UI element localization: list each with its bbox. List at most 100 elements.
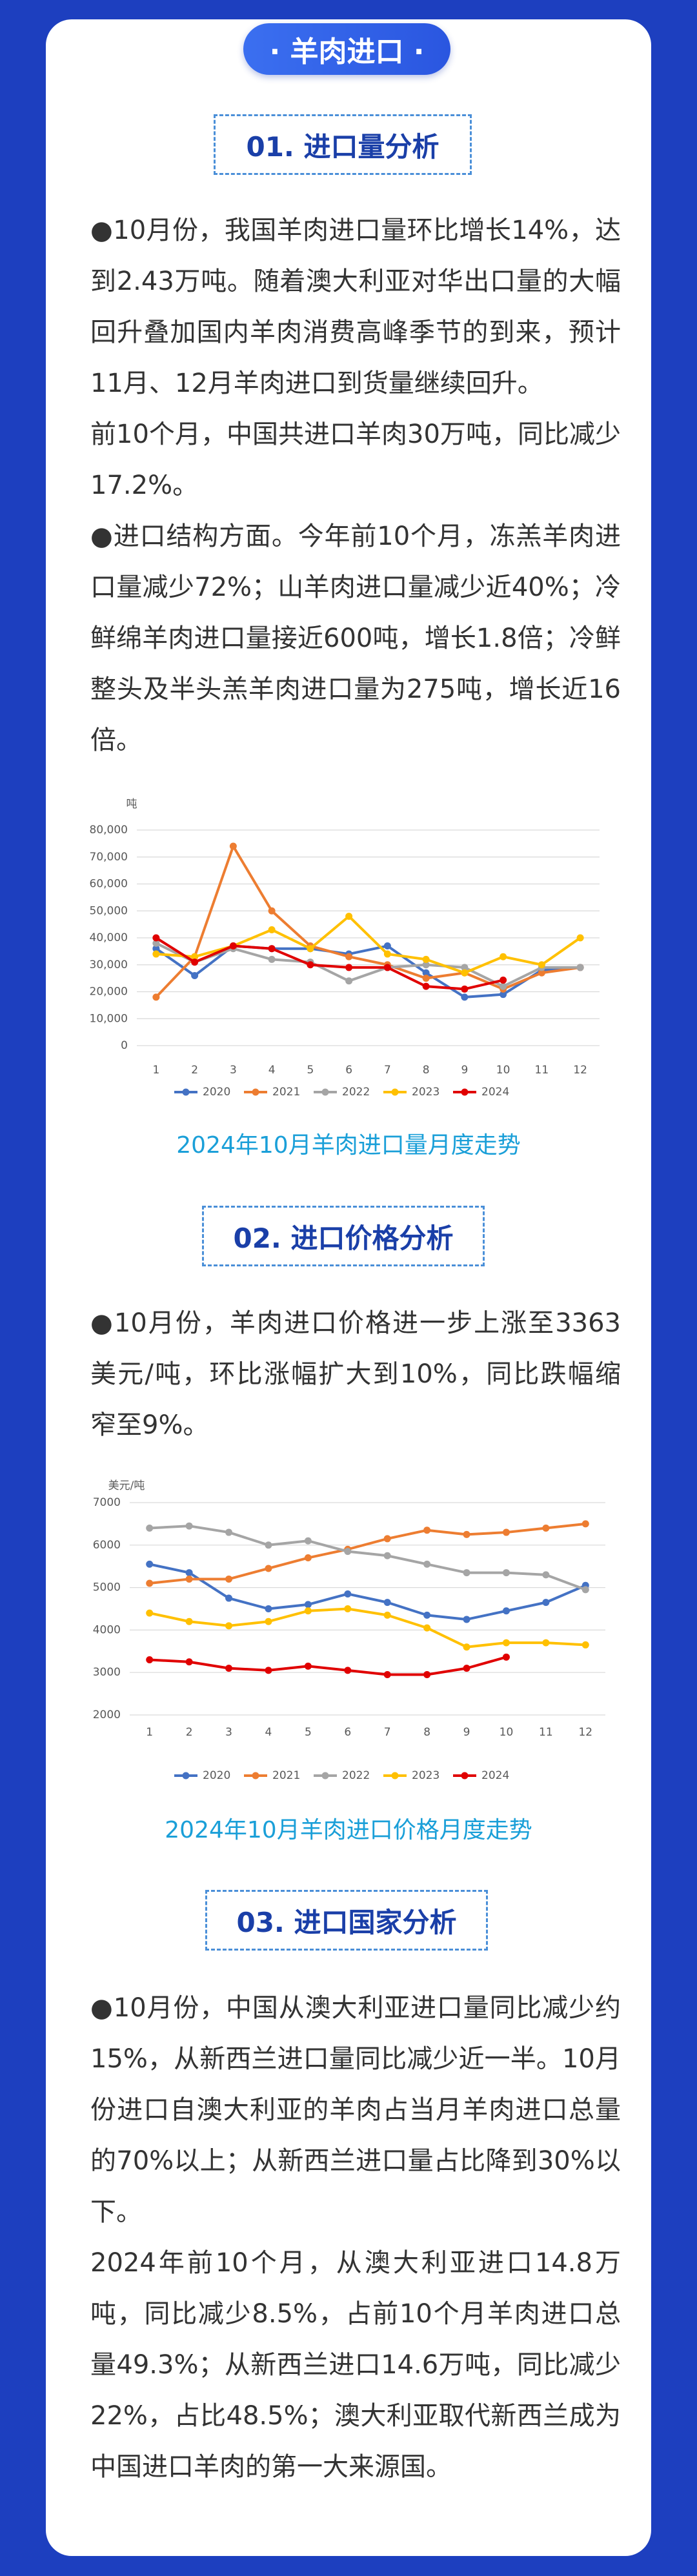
data-point bbox=[265, 1605, 272, 1612]
legend-label: 2022 bbox=[342, 1086, 370, 1099]
series-line bbox=[149, 1607, 586, 1648]
legend-label: 2022 bbox=[342, 1769, 370, 1782]
legend-label: 2021 bbox=[272, 1086, 300, 1099]
x-tick-label: 3 bbox=[225, 1726, 232, 1739]
legend-label: 2020 bbox=[203, 1769, 230, 1782]
data-point bbox=[383, 950, 391, 958]
data-point bbox=[463, 1616, 470, 1623]
x-tick-label: 1 bbox=[152, 1064, 159, 1077]
series-line bbox=[149, 1525, 586, 1591]
x-tick-label: 8 bbox=[423, 1064, 430, 1077]
data-point bbox=[185, 1658, 193, 1666]
data-point bbox=[538, 961, 545, 969]
paragraph: 2024年前10个月，从澳大利亚进口14.8万吨，同比减少8.5%，占前10个月… bbox=[90, 2248, 621, 2482]
data-point bbox=[345, 953, 353, 960]
x-tick-label: 2 bbox=[186, 1726, 193, 1739]
y-tick-label: 20,000 bbox=[90, 986, 128, 999]
legend-marker bbox=[182, 1088, 190, 1096]
data-point bbox=[225, 1622, 233, 1630]
chart-caption: 2024年10月羊肉进口量月度走势 bbox=[176, 1132, 521, 1159]
data-point bbox=[307, 961, 314, 969]
legend-marker bbox=[461, 1088, 469, 1096]
data-point bbox=[542, 1639, 550, 1647]
data-point bbox=[581, 1641, 589, 1648]
x-tick-label: 6 bbox=[344, 1726, 351, 1739]
legend-label: 2023 bbox=[412, 1769, 439, 1782]
data-point bbox=[191, 958, 199, 966]
data-point bbox=[146, 1656, 154, 1663]
data-point bbox=[500, 953, 507, 960]
data-point bbox=[229, 842, 237, 850]
data-point bbox=[344, 1590, 352, 1597]
section-heading: 02. 进口价格分析 bbox=[202, 1206, 485, 1266]
data-point bbox=[422, 982, 430, 990]
data-point bbox=[422, 969, 430, 977]
data-point bbox=[538, 969, 545, 977]
data-point bbox=[542, 1524, 550, 1532]
series-line bbox=[155, 845, 581, 999]
data-point bbox=[542, 1599, 550, 1607]
data-point bbox=[500, 982, 507, 990]
data-point bbox=[344, 1548, 352, 1556]
data-point bbox=[500, 977, 507, 984]
data-point bbox=[383, 942, 391, 950]
x-tick-label: 10 bbox=[496, 1064, 510, 1077]
data-point bbox=[461, 964, 469, 971]
y-tick-label: 30,000 bbox=[90, 958, 128, 971]
legend-marker bbox=[391, 1772, 399, 1780]
section-text: ●10月份，中国从澳大利亚进口量同比减少约15%，从新西兰进口量同比减少近一半。… bbox=[90, 1983, 621, 2493]
data-point bbox=[576, 964, 584, 971]
data-point bbox=[152, 939, 160, 947]
data-point bbox=[304, 1662, 312, 1670]
data-point bbox=[383, 1535, 391, 1543]
x-tick-label: 4 bbox=[268, 1064, 276, 1077]
data-point bbox=[502, 1528, 510, 1536]
data-point bbox=[307, 945, 314, 953]
y-tick-label: 2000 bbox=[93, 1709, 121, 1721]
section-heading: 03. 进口国家分析 bbox=[205, 1890, 488, 1951]
y-tick-label: 40,000 bbox=[90, 931, 128, 944]
x-tick-label: 1 bbox=[146, 1726, 153, 1739]
x-tick-label: 9 bbox=[463, 1726, 470, 1739]
page-title: · 羊肉进口 · bbox=[243, 23, 450, 75]
chart-caption: 2024年10月羊肉进口价格月度走势 bbox=[165, 1817, 532, 1843]
data-point bbox=[344, 1667, 352, 1674]
data-point bbox=[304, 1537, 312, 1545]
data-point bbox=[461, 993, 469, 1001]
y-tick-label: 10,000 bbox=[90, 1012, 128, 1025]
data-point bbox=[191, 953, 199, 960]
data-point bbox=[268, 945, 276, 953]
data-point bbox=[383, 1611, 391, 1619]
legend-marker bbox=[321, 1772, 329, 1780]
x-tick-label: 11 bbox=[539, 1726, 553, 1739]
x-tick-label: 5 bbox=[305, 1726, 312, 1739]
x-tick-label: 5 bbox=[307, 1064, 314, 1077]
y-tick-label: 7000 bbox=[93, 1496, 121, 1509]
data-point bbox=[463, 1665, 470, 1672]
data-point bbox=[383, 1552, 391, 1559]
data-point bbox=[345, 913, 353, 920]
data-point bbox=[502, 1639, 510, 1647]
data-point bbox=[265, 1667, 272, 1674]
y-tick-label: 60,000 bbox=[90, 878, 128, 891]
data-point bbox=[152, 945, 160, 953]
series-line bbox=[149, 1563, 587, 1621]
x-tick-label: 7 bbox=[384, 1726, 391, 1739]
data-point bbox=[576, 934, 584, 942]
legend-label: 2024 bbox=[481, 1086, 509, 1099]
data-point bbox=[461, 985, 469, 993]
data-point bbox=[463, 1530, 470, 1538]
data-point bbox=[304, 1607, 312, 1615]
section-text: ●10月份，羊肉进口价格进一步上涨至3363美元/吨，环比涨幅扩大到10%，同比… bbox=[90, 1298, 621, 1451]
data-point bbox=[185, 1618, 193, 1625]
y-tick-label: 6000 bbox=[93, 1539, 121, 1552]
paragraph: ●10月份，中国从澳大利亚进口量同比减少约15%，从新西兰进口量同比减少近一半。… bbox=[90, 1993, 621, 2227]
series-line bbox=[155, 937, 504, 991]
x-tick-label: 8 bbox=[423, 1726, 430, 1739]
paragraph: 前10个月，中国共进口羊肉30万吨，同比减少17.2%。 bbox=[90, 420, 621, 500]
x-tick-label: 7 bbox=[384, 1064, 391, 1077]
legend-marker bbox=[252, 1088, 259, 1096]
data-point bbox=[581, 1586, 589, 1594]
data-point bbox=[463, 1569, 470, 1577]
paragraph: ●进口结构方面。今年前10个月，冻羔羊肉进口量减少72%；山羊肉进口量减少近40… bbox=[90, 522, 621, 755]
